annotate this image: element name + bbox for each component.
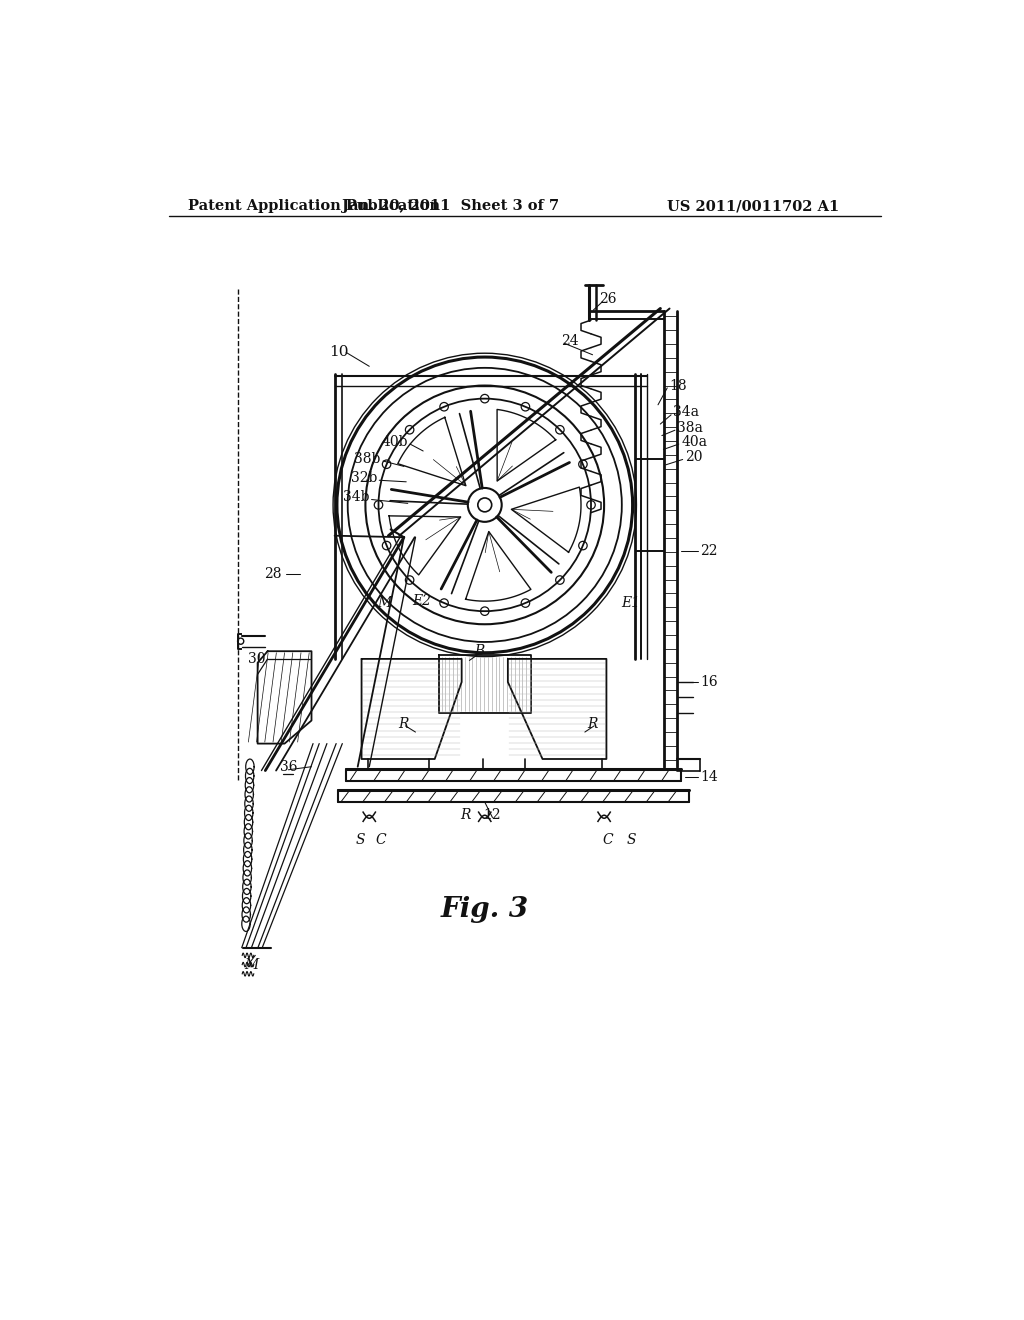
Text: C: C xyxy=(376,833,386,847)
Text: 34a: 34a xyxy=(674,405,699,420)
Text: C: C xyxy=(603,833,613,847)
Text: M: M xyxy=(245,958,259,973)
Text: 16: 16 xyxy=(700,675,718,689)
Text: 40b: 40b xyxy=(381,434,408,449)
Text: 20: 20 xyxy=(685,450,702,465)
Text: 24: 24 xyxy=(561,334,579,348)
Text: 32b: 32b xyxy=(350,471,377,484)
Text: S: S xyxy=(627,833,636,847)
Text: 10: 10 xyxy=(329,346,348,359)
Text: 22: 22 xyxy=(700,544,718,558)
Text: E1: E1 xyxy=(622,597,641,610)
Text: 18: 18 xyxy=(670,379,687,392)
Text: R: R xyxy=(460,808,471,822)
Text: 36: 36 xyxy=(280,760,297,774)
Text: 28: 28 xyxy=(264,568,282,581)
Text: Patent Application Publication: Patent Application Publication xyxy=(188,199,440,213)
Text: 30: 30 xyxy=(248,652,265,665)
Text: R: R xyxy=(588,717,598,731)
Text: S: S xyxy=(355,833,365,847)
Text: 34b: 34b xyxy=(343,490,370,504)
Text: Fig. 3: Fig. 3 xyxy=(440,896,528,923)
Text: M: M xyxy=(378,597,392,610)
Text: 38a: 38a xyxy=(677,421,703,434)
Text: E2: E2 xyxy=(412,594,431,609)
Text: Jan. 20, 2011  Sheet 3 of 7: Jan. 20, 2011 Sheet 3 of 7 xyxy=(342,199,559,213)
Text: 12: 12 xyxy=(483,808,502,822)
Text: 14: 14 xyxy=(700,770,718,784)
Text: R: R xyxy=(398,717,410,731)
Text: 40a: 40a xyxy=(681,434,708,449)
Text: 26: 26 xyxy=(599,292,616,306)
Text: US 2011/0011702 A1: US 2011/0011702 A1 xyxy=(667,199,839,213)
Text: B: B xyxy=(474,644,484,659)
Text: 38b: 38b xyxy=(354,451,381,466)
